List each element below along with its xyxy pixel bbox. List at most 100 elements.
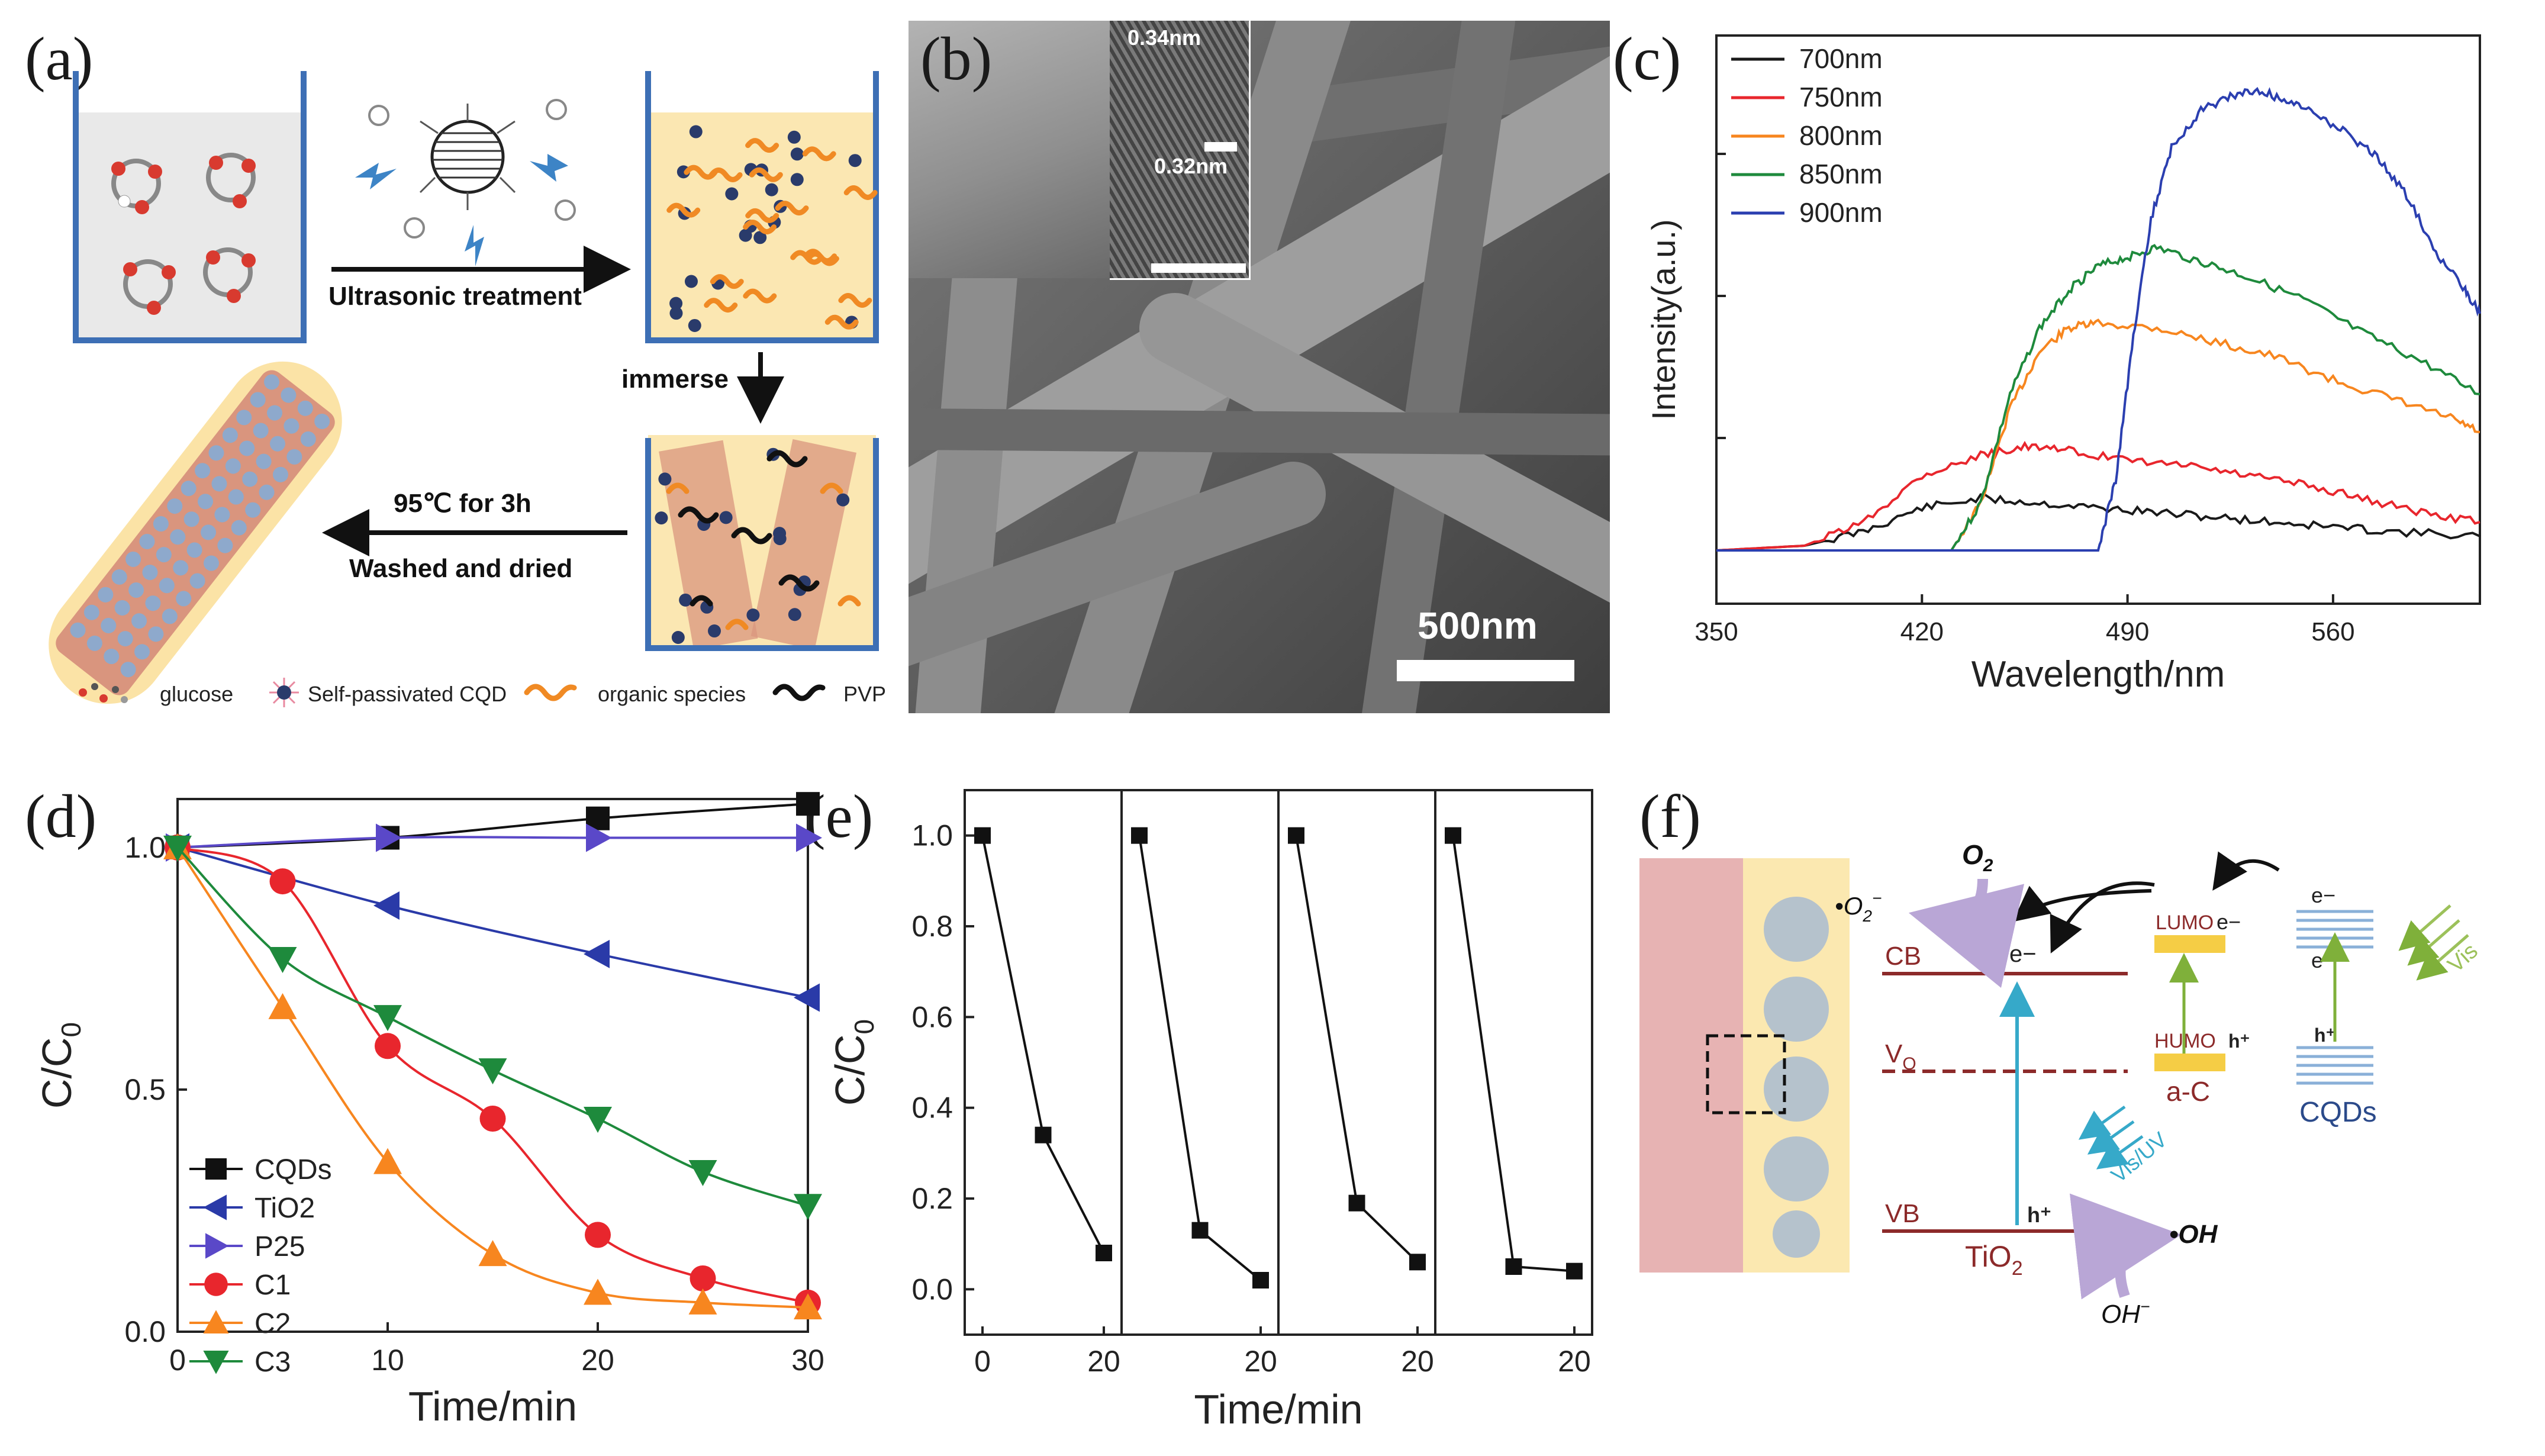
cqd-dot: [725, 187, 739, 201]
transfer-arrow-cqd-to-ac: [2212, 851, 2280, 891]
data-point-P25: [796, 823, 822, 852]
cqd-dot: [242, 471, 258, 487]
cqd-dot: [148, 626, 164, 642]
data-point: [1409, 1254, 1426, 1271]
tio2-fiber-cross-section: [1639, 858, 1850, 1273]
cqd-dot: [228, 489, 244, 505]
y-tick-label: 0.4: [911, 1091, 953, 1125]
cqd-dot: [236, 410, 252, 426]
y-axis-label: C/C0: [34, 1022, 86, 1109]
label-electron-cb: e−: [2009, 941, 2037, 967]
cqd-legend-icon: [269, 678, 299, 707]
cqd-dot: [131, 613, 147, 629]
cqd-dot: [272, 466, 288, 482]
cqd-dot: [297, 400, 313, 416]
data-point-C3: [794, 1194, 822, 1220]
cqd-dot: [765, 183, 778, 197]
cqd-dot: [739, 228, 752, 242]
legend-label: C2: [254, 1308, 291, 1339]
label-lumo: LUMO: [2156, 911, 2214, 934]
cqd-dot: [167, 498, 183, 514]
cqd-dot: [104, 649, 120, 665]
cqd-dot: [286, 449, 302, 465]
y-tick-label: 1.0: [124, 831, 166, 864]
glucose-legend-icon: [79, 683, 128, 703]
series-line-TiO2: [177, 846, 808, 999]
cqd-levels: [2296, 910, 2373, 1085]
cqd-dot: [836, 493, 850, 507]
label-tio2: TiO2: [1965, 1240, 2023, 1280]
series-line-P25: [177, 836, 808, 849]
panel-label-c: (c): [1613, 25, 1681, 93]
x-tick-label: 30: [791, 1344, 824, 1377]
x-axis-label: Wavelength/nm: [1971, 654, 2225, 695]
cqd-dot: [101, 617, 117, 633]
data-point-P25: [376, 823, 402, 852]
cqd-dot: [253, 423, 269, 439]
legend-label: 700nm: [1799, 43, 1883, 74]
y-axis-label: C/C0: [827, 1019, 880, 1106]
cqd-dot: [848, 154, 862, 167]
visuv-light-icon: [2078, 1105, 2144, 1170]
legend-marker: [203, 1194, 227, 1220]
cqd-dot: [139, 533, 155, 549]
cqd-dot: [267, 405, 283, 421]
legend-self-passivated-cqd: Self-passivated CQD: [308, 682, 507, 706]
cqd-dot: [679, 593, 692, 607]
beaker-glucose: [73, 71, 307, 343]
panel-f-mechanism: CB VO VB TiO2 e− h⁺ LUMO e− HUMO h⁺ a-C …: [1639, 839, 2483, 1329]
cqd-dot: [269, 436, 285, 452]
cqd-dot: [201, 524, 217, 540]
data-point-C2: [373, 1148, 402, 1174]
legend-label: 750nm: [1799, 82, 1883, 112]
label-oh-radical: •OH: [2169, 1220, 2218, 1249]
cycle-line: [1452, 835, 1575, 1273]
cqd-dot: [788, 608, 801, 621]
cqd-dot: [120, 662, 136, 678]
cqd-dot: [176, 591, 192, 607]
panel-a-schematic: Ultrasonic treatment immerse 95℃ for 3h …: [49, 71, 886, 707]
cqd-sphere-icon: [355, 99, 576, 266]
y-tick-label: 0.0: [124, 1315, 166, 1348]
sem-scale-label: 500nm: [1418, 604, 1538, 647]
cqd-dot: [684, 275, 698, 288]
data-point: [1505, 1258, 1522, 1275]
legend-marker: [205, 1158, 227, 1180]
o2-reduction-arrow: [1908, 878, 2025, 988]
data-point-C2: [584, 1278, 612, 1305]
chart-c-pl-spectra: 350 420 490 560 Wavelength/nm Intensity(a.u.)…: [1645, 34, 2481, 695]
cqd-dot: [128, 582, 144, 598]
label-o2: O2: [1962, 839, 1993, 875]
cqd-dot: [225, 458, 241, 474]
lattice-spacing-2: 0.32nm: [1154, 154, 1228, 178]
organic-species-squiggle: [749, 167, 783, 182]
cqd-dot: [111, 569, 127, 585]
data-point-C3: [688, 1160, 717, 1186]
transfer-arrow-to-o2: [2012, 885, 2152, 922]
label-ac: a-C: [2166, 1076, 2210, 1107]
organic-species-squiggle: [704, 298, 738, 313]
cqd-dot: [142, 565, 158, 581]
panel-label-a: (a): [25, 25, 94, 93]
x-tick-label: 20: [1558, 1345, 1591, 1378]
legend-pvp: PVP: [843, 682, 886, 706]
label-visuv: Vis/UV: [2106, 1127, 2172, 1187]
cqd-dot: [125, 551, 141, 567]
cqd-dot: [117, 631, 133, 647]
cqd-dot: [790, 147, 804, 161]
arrow-label-washed: Washed and dried: [349, 554, 572, 583]
pvp-legend-icon: [772, 684, 826, 701]
organic-species-squiggle: [745, 208, 779, 223]
y-axis-label: Intensity(a.u.): [1645, 219, 1682, 420]
cqd-dot: [83, 604, 99, 620]
cqd-dot: [669, 297, 683, 310]
y-tick-label: 1.0: [911, 819, 953, 852]
arrow-label-immerse: immerse: [621, 365, 729, 394]
data-point-C1: [479, 1106, 506, 1132]
y-tick-label: 0.6: [911, 1000, 953, 1033]
cqd-dot: [183, 511, 199, 527]
cqd-dot: [170, 529, 186, 545]
series-line-750nm: [1716, 440, 2480, 552]
y-tick-label: 0.2: [911, 1182, 953, 1215]
arrow-label-ultrasonic: Ultrasonic treatment: [328, 282, 582, 311]
